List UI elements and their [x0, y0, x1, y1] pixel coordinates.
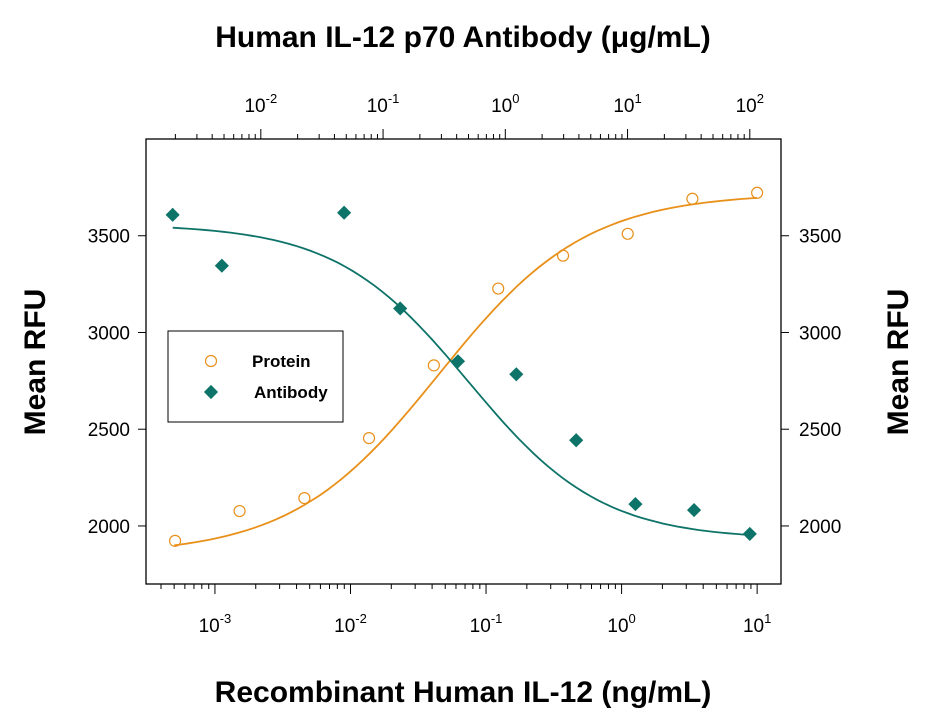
antibody-data-point	[337, 205, 352, 220]
legend-label-antibody: Antibody	[254, 383, 328, 402]
top-axis-tick-label: 100	[491, 91, 519, 117]
antibody-data-point	[569, 433, 584, 448]
bottom-axis-tick-label: 100	[607, 611, 635, 637]
protein-data-point	[621, 227, 634, 240]
protein-data-point	[492, 282, 505, 295]
antibody-fit-curve	[172, 226, 750, 536]
protein-fit-curve	[173, 197, 758, 547]
antibody-data-point	[509, 367, 524, 382]
protein-data-point	[168, 534, 182, 547]
antibody-data-point	[393, 301, 408, 316]
bottom-axis-tick-label: 10-3	[199, 611, 232, 637]
top-axis-tick-label: 102	[736, 91, 764, 117]
top-axis-tick-label: 10-2	[244, 91, 277, 117]
right-y-tick-label: 2000	[799, 517, 841, 538]
legend-marker-antibody	[203, 384, 219, 400]
right-y-tick-label: 3000	[799, 323, 841, 344]
protein-data-point	[751, 186, 764, 199]
legend: Protein Antibody	[167, 330, 344, 423]
legend-box	[167, 330, 344, 423]
top-axis-tick-label: 101	[613, 91, 641, 117]
top-axis-tick-label: 10-1	[367, 91, 400, 117]
antibody-data-point	[165, 207, 180, 222]
protein-data-point	[427, 359, 440, 372]
bottom-axis-tick-label: 101	[743, 611, 771, 637]
protein-data-point	[298, 491, 311, 505]
antibody-data-point	[214, 258, 229, 273]
antibody-data-point	[742, 526, 757, 541]
legend-label-protein: Protein	[252, 352, 311, 371]
left-y-tick-label: 3000	[88, 323, 130, 344]
protein-data-point	[233, 504, 246, 518]
antibody-data-point	[450, 354, 466, 369]
right-y-axis-title: Mean RFU	[882, 289, 915, 436]
antibody-data-point	[686, 503, 702, 518]
bottom-axis-title: Recombinant Human IL-12 (ng/mL)	[215, 676, 712, 709]
left-y-axis-title: Mean RFU	[19, 289, 52, 436]
left-y-tick-label: 2500	[88, 420, 130, 441]
bottom-axis-tick-label: 10-1	[470, 611, 503, 637]
plot-frame	[145, 138, 782, 585]
protein-data-point	[686, 192, 699, 205]
left-y-tick-label: 3500	[88, 227, 130, 248]
right-y-tick-label: 2500	[799, 420, 841, 441]
antibody-data-point	[628, 497, 643, 512]
protein-data-point	[556, 249, 570, 262]
left-y-tick-label: 2000	[88, 517, 130, 538]
bottom-axis-tick-label: 10-2	[334, 611, 367, 637]
protein-data-point	[362, 432, 376, 445]
top-axis-title: Human IL-12 p70 Antibody (μg/mL)	[215, 21, 711, 54]
right-y-tick-label: 3500	[799, 227, 841, 248]
legend-marker-protein	[204, 354, 218, 368]
